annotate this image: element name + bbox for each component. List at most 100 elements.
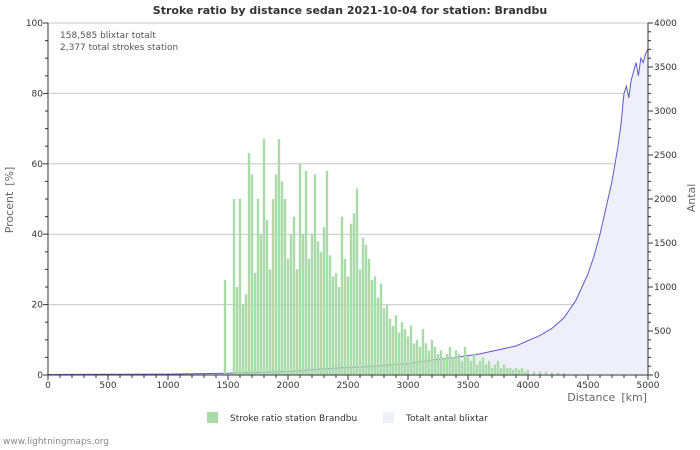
- bar-1825: [265, 220, 269, 375]
- bar-3400: [454, 350, 458, 375]
- bar-3425: [457, 353, 461, 375]
- bar-2025: [289, 234, 293, 375]
- bar-2825: [385, 304, 389, 375]
- bar-3450: [460, 360, 464, 375]
- bar-2350: [328, 255, 332, 375]
- x-tick-label-500: 500: [99, 381, 116, 391]
- bar-1950: [280, 181, 284, 375]
- info-line-total: 158,585 blixtar totalt: [60, 31, 156, 41]
- y-left-tick-label-0: 0: [37, 371, 43, 381]
- bar-3350: [448, 346, 452, 375]
- bar-3300: [442, 357, 446, 375]
- bar-3725: [493, 364, 497, 375]
- bar-2900: [394, 315, 398, 375]
- bar-1675: [247, 153, 251, 375]
- bar-3025: [409, 325, 413, 375]
- x-tick-label-4000: 4000: [517, 381, 540, 391]
- bar-3650: [484, 364, 488, 375]
- legend-swatch-total: [383, 412, 394, 423]
- bar-4300: [562, 373, 566, 375]
- bar-3675: [487, 360, 491, 375]
- bar-3550: [472, 353, 476, 375]
- bar-1850: [268, 269, 272, 375]
- bar-3850: [508, 367, 512, 375]
- x-tick-label-2000: 2000: [277, 381, 300, 391]
- bar-1600: [238, 199, 242, 375]
- bar-3175: [427, 350, 431, 375]
- bar-1900: [274, 174, 278, 375]
- bar-2300: [322, 227, 326, 375]
- bar-2525: [349, 223, 353, 375]
- bar-2250: [316, 241, 320, 375]
- bar-3600: [478, 360, 482, 375]
- bar-4100: [538, 371, 542, 375]
- bar-2950: [400, 322, 404, 375]
- y-left-tick-label-20: 20: [32, 301, 44, 311]
- bar-1775: [259, 234, 263, 375]
- bar-3000: [406, 336, 410, 375]
- bar-2875: [391, 325, 395, 375]
- bar-3900: [514, 367, 518, 375]
- y-right-tick-label-2000: 2000: [654, 195, 677, 205]
- bar-2000: [286, 258, 290, 375]
- y-right-tick-label-3500: 3500: [654, 63, 677, 73]
- y-ticks-right: 0 500 1000 1500 2000 2500 3000 3500 4000: [648, 19, 677, 381]
- y-axis-right-label: Antal: [685, 184, 698, 213]
- bar-4200: [550, 372, 554, 375]
- bar-series: [223, 139, 566, 375]
- bar-1575: [235, 287, 239, 375]
- bar-4000: [526, 369, 530, 375]
- bar-1925: [277, 139, 281, 375]
- legend-label-stroke-ratio: Stroke ratio station Brandbu: [230, 414, 357, 424]
- legend-swatch-stroke-ratio: [207, 412, 218, 423]
- bar-3925: [517, 369, 521, 375]
- bar-3950: [520, 367, 524, 375]
- bar-2550: [352, 213, 356, 375]
- bar-3325: [445, 353, 449, 375]
- y-right-tick-label-500: 500: [654, 327, 671, 337]
- footer-credit[interactable]: www.lightningmaps.org: [3, 437, 109, 447]
- bar-2425: [337, 287, 341, 375]
- bar-2850: [388, 318, 392, 375]
- bar-3475: [463, 346, 467, 375]
- bar-2275: [319, 251, 323, 375]
- bar-2175: [307, 258, 311, 375]
- y-right-tick-label-1000: 1000: [654, 283, 677, 293]
- bar-2925: [397, 332, 401, 375]
- bar-3875: [511, 369, 515, 375]
- x-tick-label-0: 0: [45, 381, 51, 391]
- x-tick-label-3500: 3500: [457, 381, 480, 391]
- bar-2475: [343, 258, 347, 375]
- bar-2375: [331, 276, 335, 375]
- bar-1700: [250, 174, 254, 375]
- bar-3075: [415, 339, 419, 375]
- y-right-tick-label-3000: 3000: [654, 107, 677, 117]
- y-left-tick-label-100: 100: [26, 19, 43, 29]
- bar-3525: [469, 360, 473, 375]
- bar-4250: [556, 372, 560, 375]
- bar-3375: [451, 357, 455, 375]
- bar-2200: [310, 234, 314, 375]
- bar-3050: [412, 343, 416, 375]
- bar-2575: [355, 188, 359, 375]
- bar-2700: [370, 279, 374, 375]
- bar-2725: [373, 276, 377, 375]
- y-right-tick-label-2500: 2500: [654, 151, 677, 161]
- bar-3500: [466, 357, 470, 375]
- legend: Stroke ratio station Brandbu Totalt anta…: [207, 412, 488, 424]
- bar-3975: [523, 371, 527, 375]
- bar-1550: [232, 199, 236, 375]
- area-fill-total: [48, 49, 648, 376]
- bar-1750: [256, 199, 260, 375]
- bar-2050: [292, 216, 296, 375]
- gridlines: [48, 22, 648, 306]
- bar-2075: [295, 269, 299, 375]
- bar-1650: [244, 294, 248, 375]
- x-tick-label-2500: 2500: [337, 381, 360, 391]
- bar-3775: [499, 367, 503, 375]
- bar-3150: [424, 343, 428, 375]
- bar-2225: [313, 174, 317, 375]
- y-right-tick-label-4000: 4000: [654, 19, 677, 29]
- bar-2125: [301, 234, 305, 375]
